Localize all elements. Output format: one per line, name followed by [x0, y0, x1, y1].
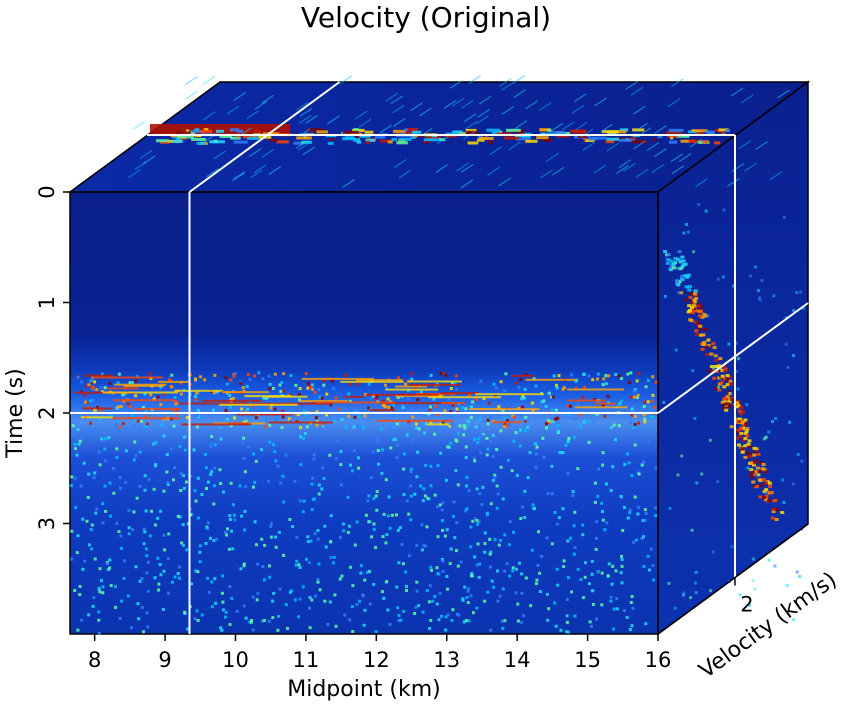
slice-line-time-side	[657, 302, 809, 414]
x-tick-label: 15	[574, 648, 601, 672]
z-axis-line	[657, 523, 809, 635]
x-tick-label: 9	[158, 648, 171, 672]
y-tick-label: 0	[35, 185, 59, 198]
front-face-texture	[70, 371, 658, 635]
x-tick-label: 11	[293, 648, 320, 672]
z-axis: 2	[657, 523, 809, 635]
y-tick-label: 2	[35, 406, 59, 419]
y-tick-label: 3	[35, 517, 59, 530]
x-axis-label: Midpoint (km)	[287, 677, 441, 702]
y-axis: 0 1 2 3	[35, 185, 70, 530]
x-tick-label: 16	[645, 648, 672, 672]
x-tick-label: 10	[222, 648, 249, 672]
side-face-texture	[662, 203, 805, 622]
x-tick-label: 13	[433, 648, 460, 672]
y-tick-label: 1	[35, 296, 59, 309]
chart-title: Velocity (Original)	[301, 1, 551, 34]
x-tick-label: 14	[504, 648, 531, 672]
x-axis: 8 9 10 11 12 13 14 15 16	[88, 634, 671, 672]
x-tick-label: 12	[363, 648, 390, 672]
y-axis-label: Time (s)	[3, 368, 28, 458]
slice-line-midpoint-top	[188, 81, 341, 193]
slice-lines	[70, 81, 809, 634]
z-tick-label: 2	[740, 593, 753, 617]
x-tick-label: 8	[88, 648, 101, 672]
